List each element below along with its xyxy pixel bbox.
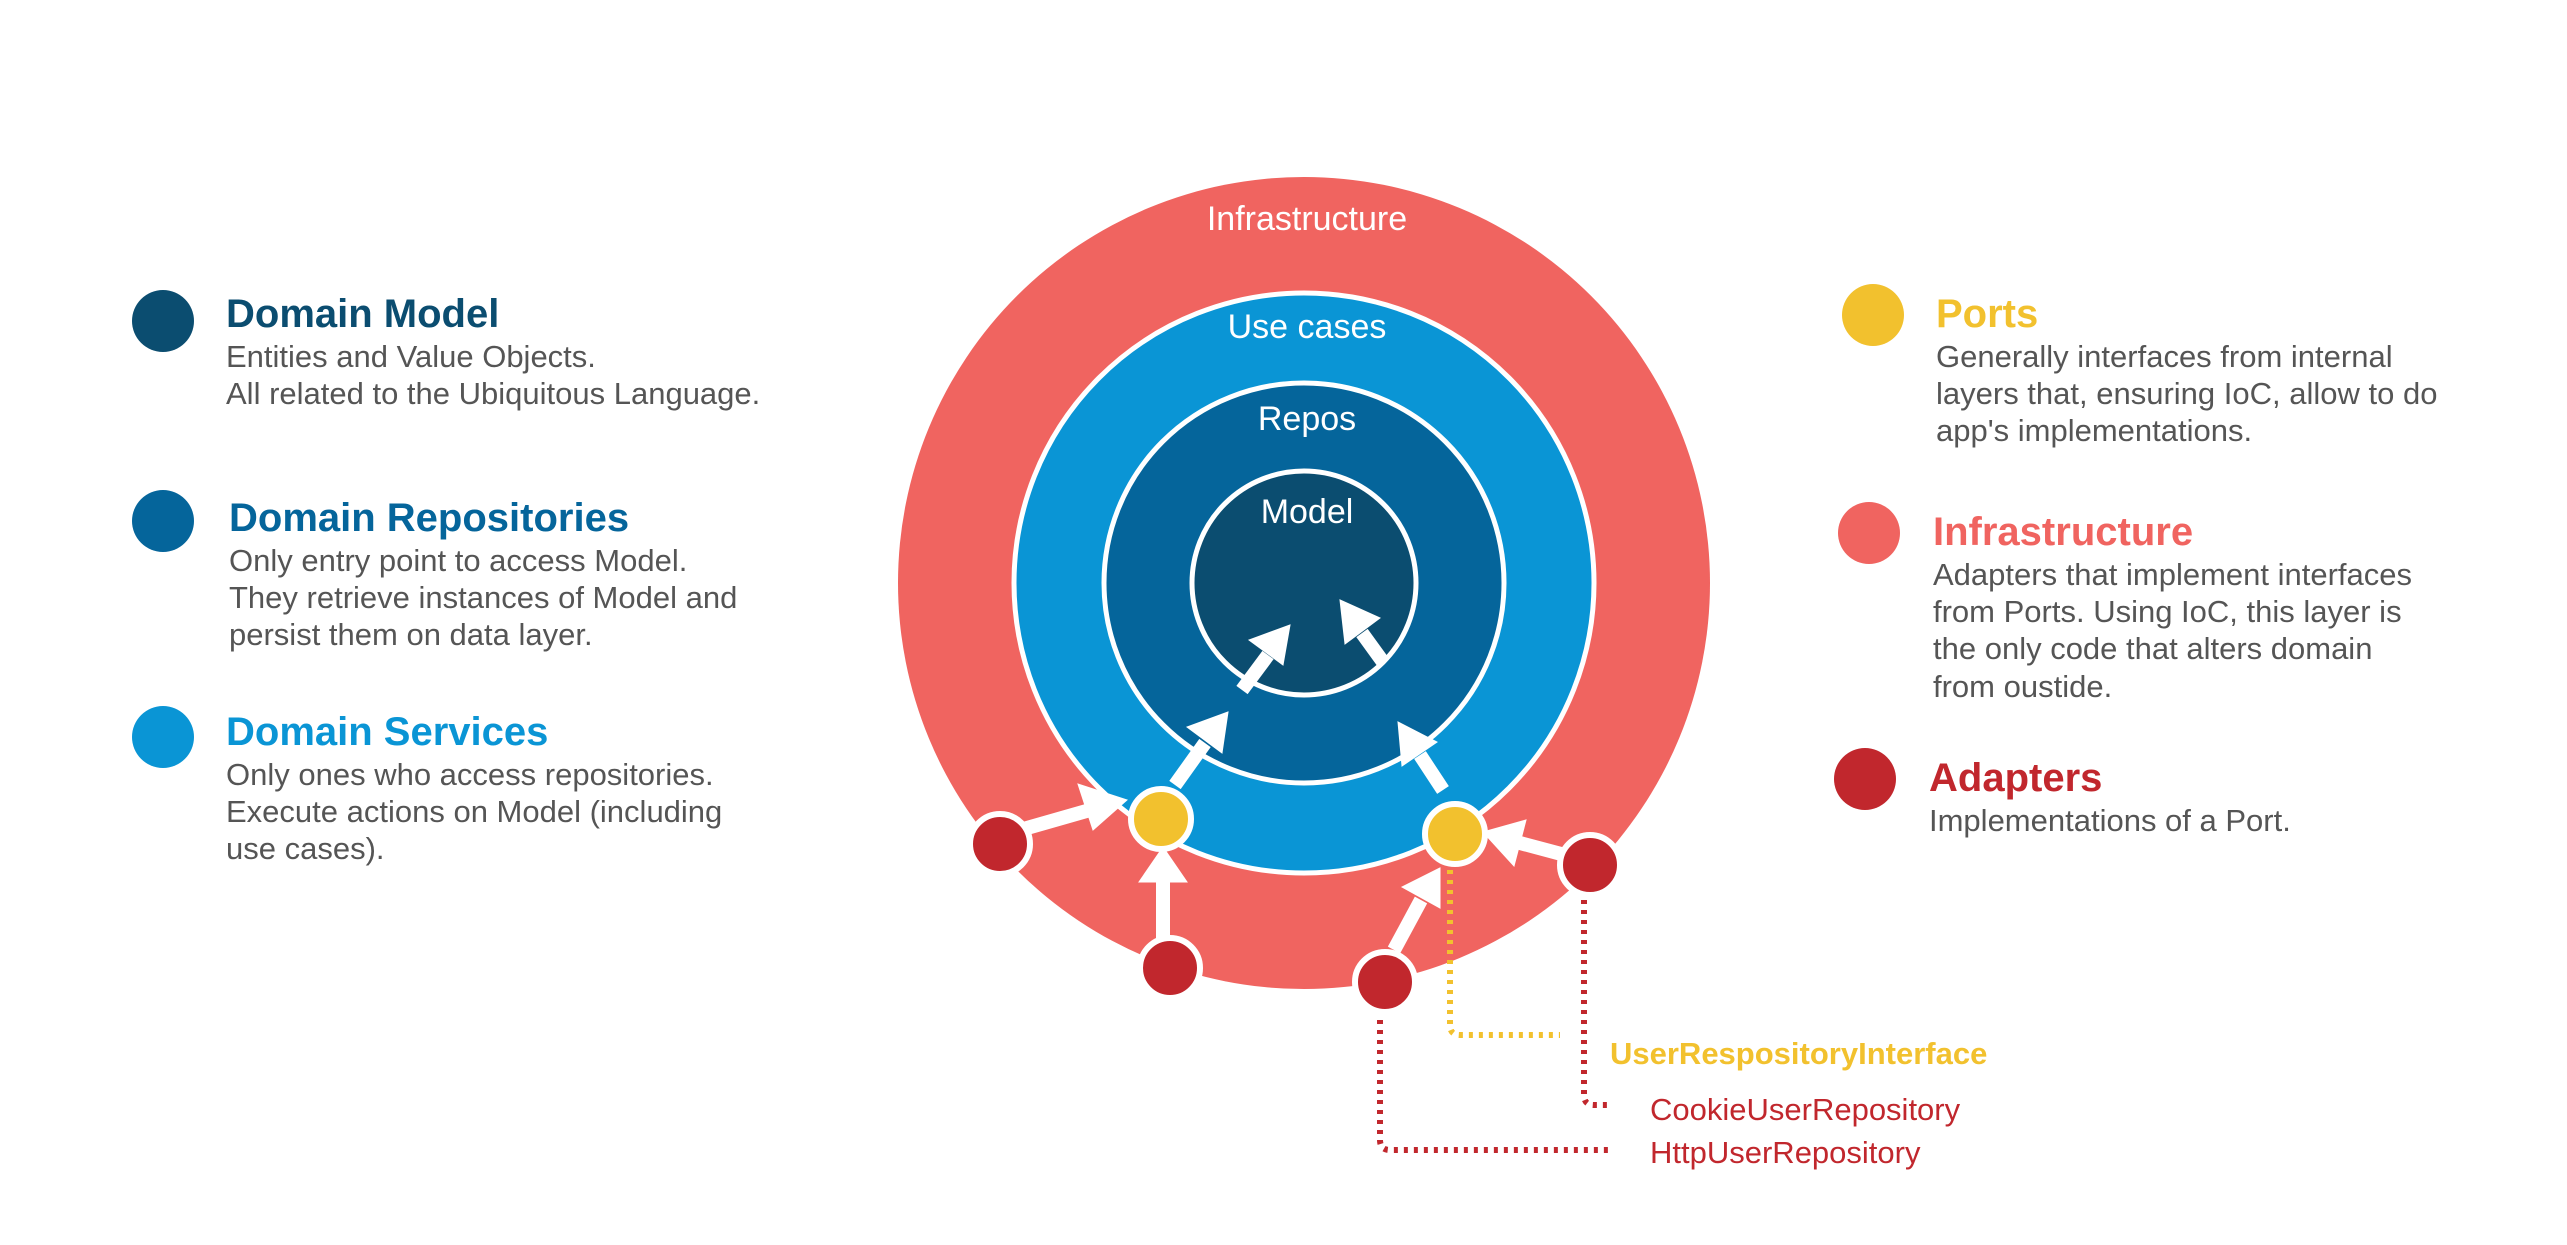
legend-description-line: from oustide. xyxy=(1933,668,2113,704)
legend-description: Generally interfaces from internal layer… xyxy=(1936,338,2437,450)
legend-title: Domain Repositories xyxy=(229,496,630,540)
port-interface-connector xyxy=(1447,870,1560,1038)
legend-description-line: Only entry point to access Model. xyxy=(229,543,688,578)
infrastructure-ring-label: Infrastructure xyxy=(1207,200,1407,238)
arrow-icon xyxy=(1018,783,1128,837)
legend-description-line: persist them on data layer. xyxy=(229,617,593,653)
adapter-node xyxy=(1352,949,1418,1015)
legend-description-line: from Ports. Using IoC, this layer is xyxy=(1933,594,2402,630)
legend-description: Adapters that implement interfaces from … xyxy=(1933,556,2412,705)
http-adapter-connector xyxy=(1377,1010,1610,1153)
legend-description-line: layers that, ensuring IoC, allow to do xyxy=(1936,376,2438,412)
adapters-color-dot xyxy=(1834,748,1896,810)
domain-services-color-dot xyxy=(132,706,194,768)
arrow-icon xyxy=(1482,819,1567,868)
legend-description-line: Only ones who access repositories. xyxy=(226,757,714,792)
repos-ring-label: Repos xyxy=(1258,400,1356,438)
ports-color-dot xyxy=(1842,284,1904,346)
legend-description-line: Execute actions on Model (including xyxy=(226,794,723,830)
port-node xyxy=(1128,786,1194,852)
port-node xyxy=(1422,801,1488,867)
port-interface-label: UserRespositoryInterface xyxy=(1610,1036,1987,1071)
arrow-icon xyxy=(1339,599,1389,667)
legend-description-line: Generally interfaces from internal xyxy=(1936,339,2393,374)
cookie-adapter-label: CookieUserRepository xyxy=(1650,1092,1961,1127)
legend-title: Infrastructure xyxy=(1933,510,2194,554)
arrow-icon xyxy=(1236,624,1291,695)
legend-description-line: Adapters that implement interfaces xyxy=(1933,557,2413,592)
arrow-icon xyxy=(1387,867,1441,954)
legend-description: Only ones who access repositories. Execu… xyxy=(226,756,722,868)
legend-title: Adapters xyxy=(1929,756,2103,800)
legend-description-line: All related to the Ubiquitous Language. xyxy=(226,376,761,412)
arrow-icon xyxy=(1169,711,1229,790)
legend-description: Entities and Value Objects. All related … xyxy=(226,338,760,412)
adapter-node xyxy=(1137,935,1203,1001)
infrastructure-color-dot xyxy=(1838,502,1900,564)
legend-description-line: use cases). xyxy=(226,831,385,867)
model-core-label: Model xyxy=(1261,493,1354,531)
legend-description-line: the only code that alters domain xyxy=(1933,631,2373,667)
legend-description-line: They retrieve instances of Model and xyxy=(229,580,738,616)
legend-description: Only entry point to access Model. They r… xyxy=(229,542,737,654)
domain-model-color-dot xyxy=(132,290,194,352)
adapter-node xyxy=(967,811,1033,877)
http-adapter-label: HttpUserRepository xyxy=(1650,1135,1921,1170)
legend-title: Domain Services xyxy=(226,710,549,754)
arrow-icon xyxy=(1138,846,1188,945)
cookie-adapter-connector xyxy=(1581,890,1610,1108)
dependency-arrows xyxy=(1018,599,1567,954)
legend-description: Implementations of a Port. xyxy=(1929,802,2291,839)
legend-title: Ports xyxy=(1936,292,2039,336)
legend-title: Domain Model xyxy=(226,292,500,336)
legend-description-line: app's implementations. xyxy=(1936,413,2253,449)
adapter-node xyxy=(1557,832,1623,898)
use-cases-ring-label: Use cases xyxy=(1228,308,1387,346)
arrow-icon xyxy=(1397,721,1449,794)
legend-description-line: Implementations of a Port. xyxy=(1929,803,2291,838)
legend-description-line: Entities and Value Objects. xyxy=(226,339,596,374)
domain-repositories-color-dot xyxy=(132,490,194,552)
